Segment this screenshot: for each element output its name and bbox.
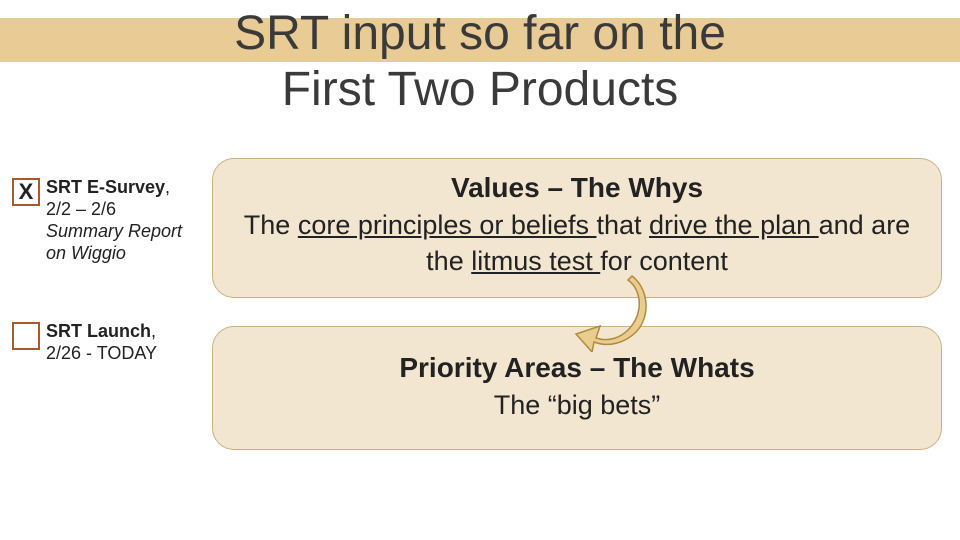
curved-arrow-icon [570, 272, 650, 352]
title-line-2: First Two Products [282, 63, 679, 116]
title-line-1: SRT input so far on the [234, 7, 726, 60]
body-text: that [596, 210, 649, 240]
panel-heading: Values – The Whys [231, 169, 923, 207]
item-title: SRT Launch [46, 321, 151, 341]
list-item-text: SRT Launch, 2/26 - TODAY [46, 320, 157, 364]
item-subtext: Summary Report on Wiggio [46, 221, 182, 263]
panel-heading: Priority Areas – The Whats [231, 349, 923, 387]
page-title: SRT input so far on the First Two Produc… [0, 6, 960, 118]
checkbox-launch[interactable] [12, 322, 40, 350]
list-item: X SRT E-Survey, 2/2 – 2/6 Summary Report… [12, 176, 202, 264]
body-text: The [244, 210, 298, 240]
checkbox-survey[interactable]: X [12, 178, 40, 206]
item-dates: 2/2 – 2/6 [46, 199, 116, 219]
panel-body: The core principles or beliefs that driv… [231, 207, 923, 279]
list-item-text: SRT E-Survey, 2/2 – 2/6 Summary Report o… [46, 176, 202, 264]
body-underline: core principles or beliefs [298, 210, 597, 240]
item-dates: 2/26 - TODAY [46, 343, 157, 363]
list-item: SRT Launch, 2/26 - TODAY [12, 320, 202, 364]
body-underline: drive the plan [649, 210, 819, 240]
left-column: X SRT E-Survey, 2/2 – 2/6 Summary Report… [12, 176, 202, 420]
panel-body: The “big bets” [231, 387, 923, 423]
item-title: SRT E-Survey [46, 177, 165, 197]
checkbox-mark: X [19, 179, 34, 205]
